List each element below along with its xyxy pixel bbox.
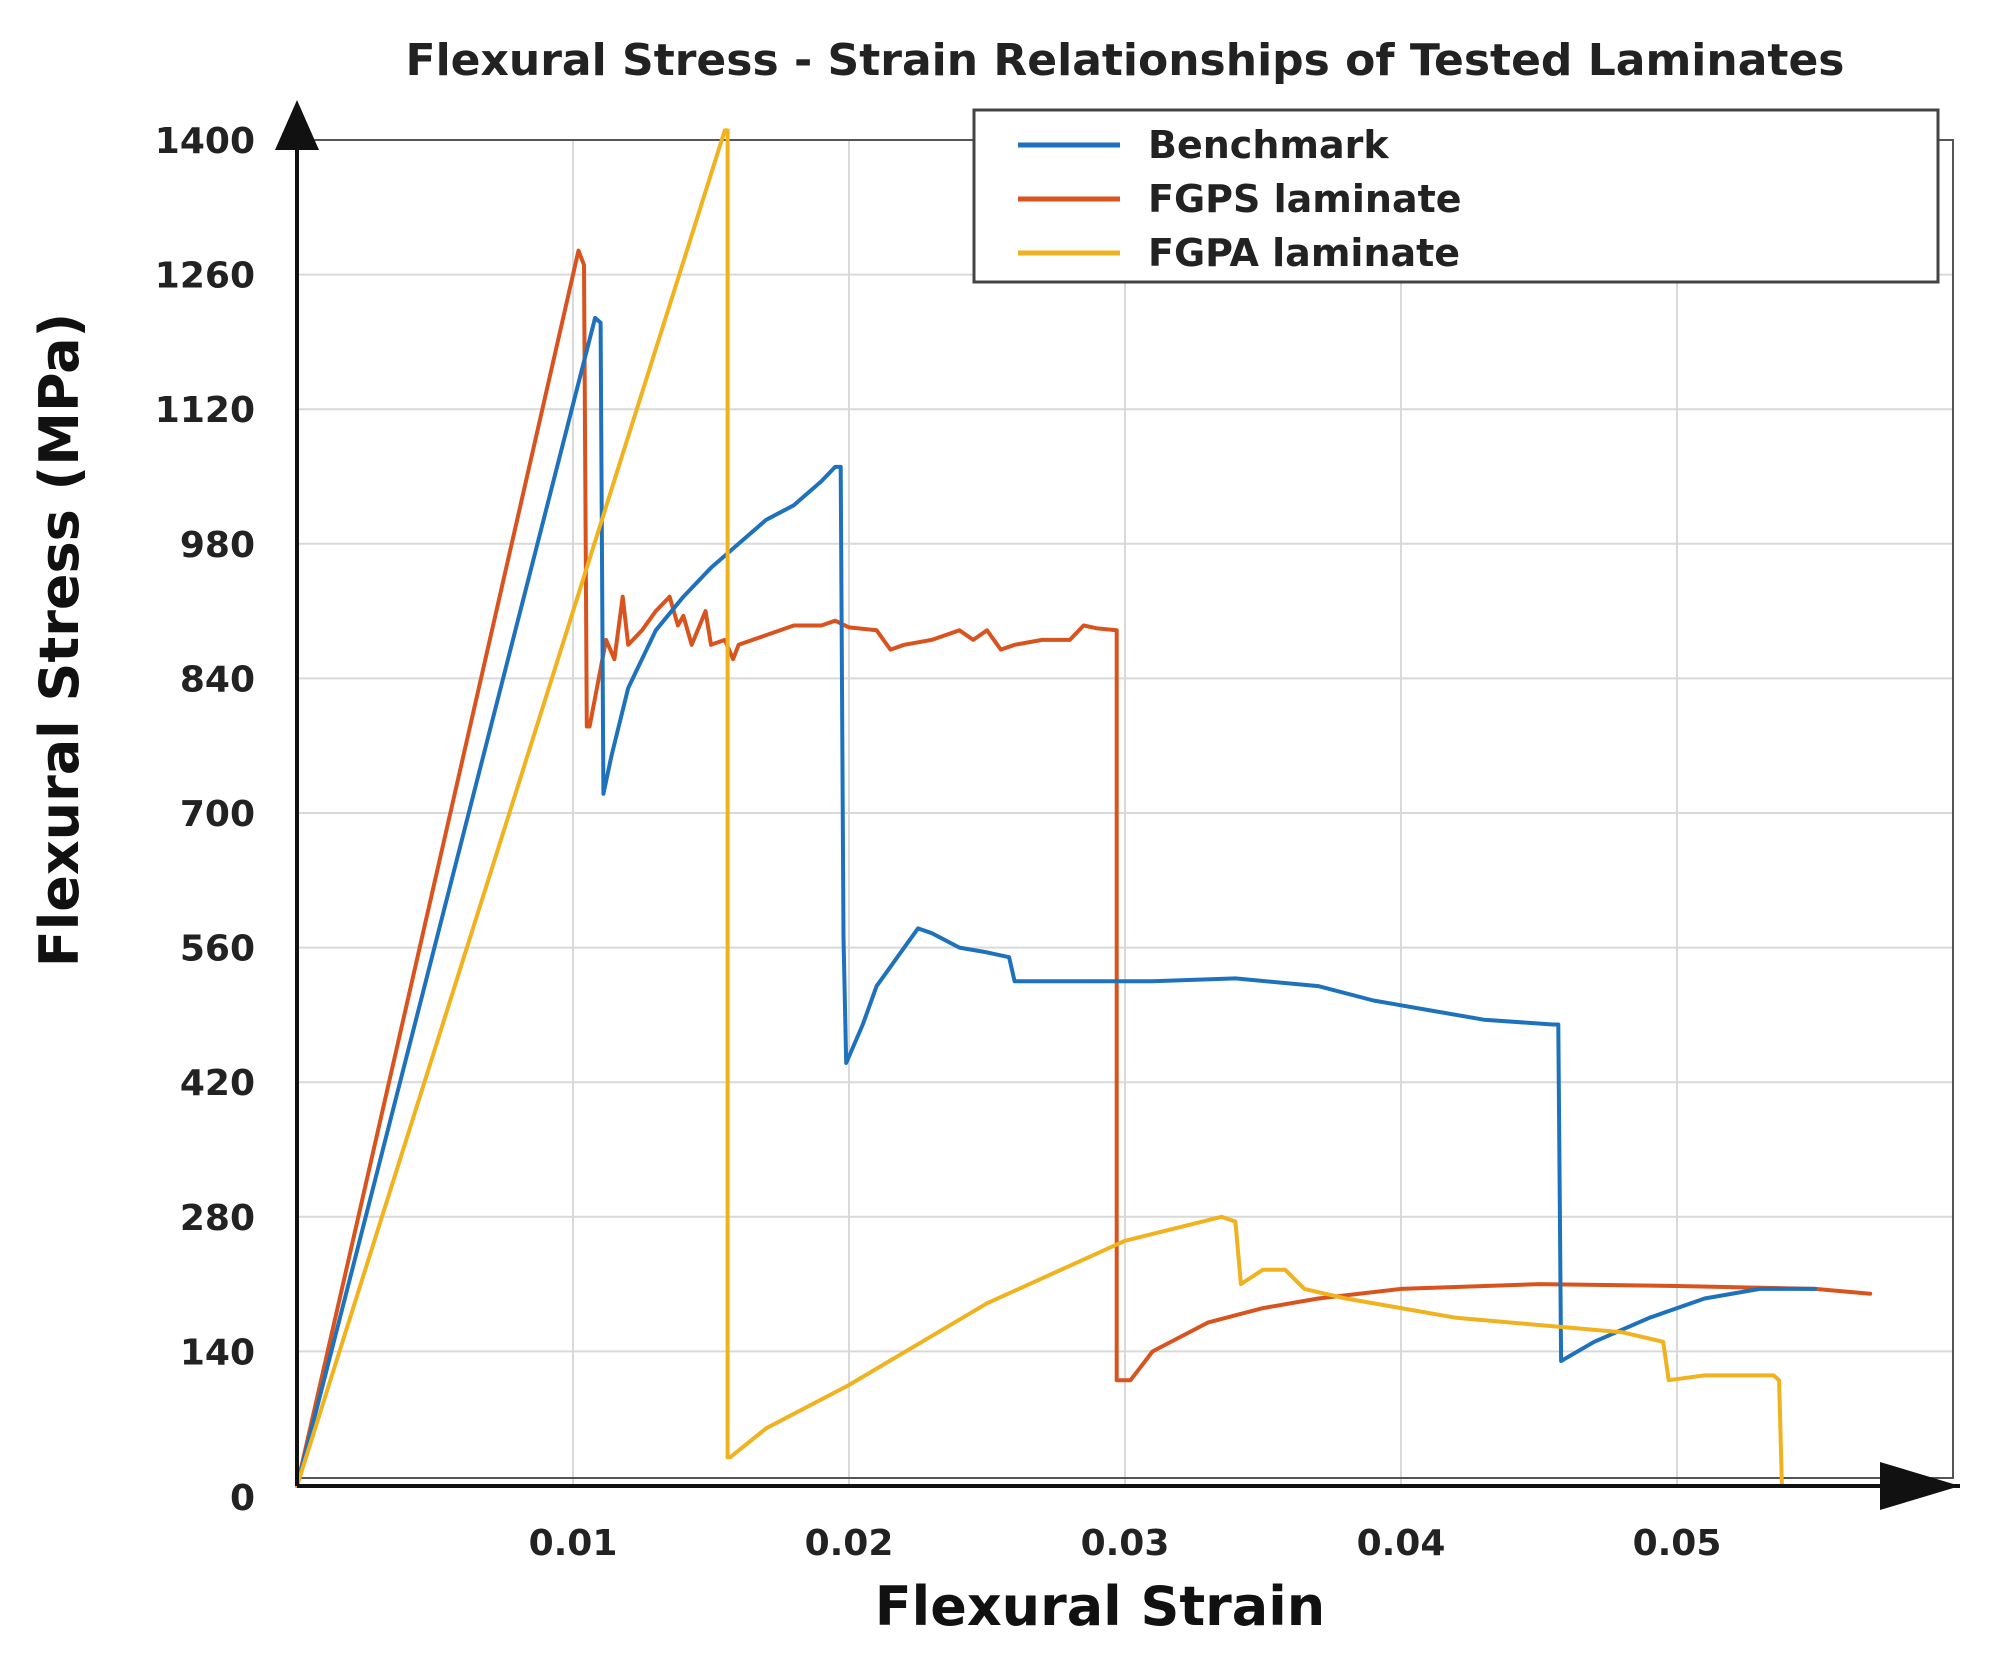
y-tick-label: 1400 xyxy=(155,121,255,162)
x-tick-label: 0.01 xyxy=(529,1523,618,1564)
y-tick-label: 840 xyxy=(180,659,255,700)
legend-label: Benchmark xyxy=(1148,123,1389,167)
grid xyxy=(297,139,1953,1486)
y-tick-label: 560 xyxy=(180,929,255,970)
legend-box xyxy=(972,108,1940,284)
y-tick-label: 420 xyxy=(180,1063,255,1104)
x-tick-label: 0.04 xyxy=(1357,1523,1446,1564)
y-axis-label: Flexural Stress (MPa) xyxy=(28,313,91,967)
y-tick-label: 980 xyxy=(180,525,255,566)
y-tick-label: 140 xyxy=(180,1332,255,1373)
y-tick-label: 280 xyxy=(180,1198,255,1239)
axes xyxy=(275,100,1960,1510)
x-tick-label: 0.02 xyxy=(805,1523,894,1564)
series-line-fgps-laminate xyxy=(295,248,1873,1488)
series-layer xyxy=(295,128,1873,1488)
series-line-fgpa-laminate xyxy=(295,128,1804,1488)
legend-label: FGPA laminate xyxy=(1148,231,1460,275)
x-tick-labels: 0.01 0.02 0.03 0.04 0.05 xyxy=(529,1523,1722,1564)
x-tick-label: 0.03 xyxy=(1081,1523,1170,1564)
x-tick-label: 0.05 xyxy=(1633,1523,1722,1564)
chart-title: Flexural Stress - Strain Relationships o… xyxy=(406,35,1845,86)
x-axis-label: Flexural Strain xyxy=(875,1575,1325,1638)
y-tick-label: 700 xyxy=(180,794,255,835)
y-tick-label: 1260 xyxy=(155,256,255,297)
y-axis-arrow xyxy=(275,100,319,150)
legend: Benchmark FGPS laminate FGPA laminate xyxy=(972,108,1940,284)
x-axis-arrow xyxy=(1880,1462,1960,1510)
y-tick-labels: 0 140 280 420 560 700 840 980 1120 1260 1400 xyxy=(155,121,255,1519)
series-line-benchmark xyxy=(295,315,1817,1488)
y-tick-label: 1120 xyxy=(155,390,255,431)
y-tick-label: 0 xyxy=(230,1478,255,1519)
legend-label: FGPS laminate xyxy=(1148,177,1462,221)
